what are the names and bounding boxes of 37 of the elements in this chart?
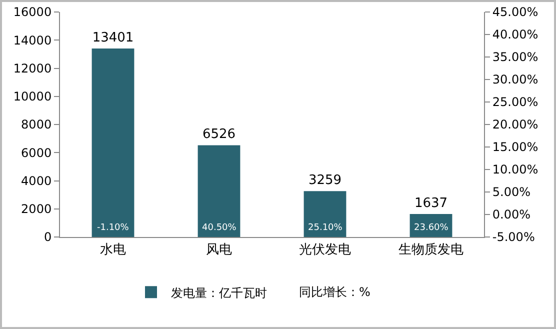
data-label: 1637 (414, 196, 448, 211)
y2-tick-label: 15.00% (492, 140, 538, 154)
x-tick-label: 光伏发电 (299, 242, 351, 258)
y-tick-label: 6000 (21, 146, 52, 160)
data-label: 3259 (308, 173, 342, 188)
y-tick-label: 8000 (21, 118, 52, 132)
data-label: 13401 (92, 30, 134, 46)
x-tick-label: 水电 (100, 242, 126, 258)
y-tick-label: 10000 (13, 90, 52, 104)
annotation: -1.10% (97, 223, 130, 233)
y2-tick-label: 45.00% (492, 5, 538, 20)
y-tick-label: 4000 (21, 174, 52, 188)
y2-tick-label: 20.00% (492, 118, 538, 132)
bar (198, 145, 240, 237)
y2-tick-label: 10.00% (492, 162, 538, 177)
text: 同比增长：% (299, 285, 370, 299)
y2-tick-label: 35.00% (492, 50, 538, 64)
data-label: 6526 (202, 127, 236, 142)
y-tick-label: 16000 (13, 5, 52, 20)
y2-tick-label: 0.00% (492, 208, 531, 222)
y-tick-label: 0 (44, 230, 52, 244)
y2-tick-label: -5.00% (492, 230, 535, 244)
y-tick-label: 2000 (21, 202, 52, 216)
y-tick-label: 14000 (13, 33, 52, 48)
y2-tick-label: 25.00% (492, 95, 538, 110)
y2-tick-label: 40.00% (492, 28, 538, 42)
legend-label: 发电量：亿千瓦时 (171, 286, 267, 300)
y2-tick-label: 30.00% (492, 72, 538, 87)
bar (92, 48, 134, 237)
y-tick-label: 12000 (13, 61, 52, 76)
x-tick-label: 生物质发电 (398, 242, 464, 258)
annotation: 40.50% (202, 223, 237, 233)
x-tick-label: 风电 (206, 242, 232, 258)
annotation: 23.60% (414, 223, 449, 233)
annotation: 25.10% (308, 223, 343, 233)
bar (304, 191, 346, 237)
y2-tick-label: 5.00% (492, 185, 531, 200)
